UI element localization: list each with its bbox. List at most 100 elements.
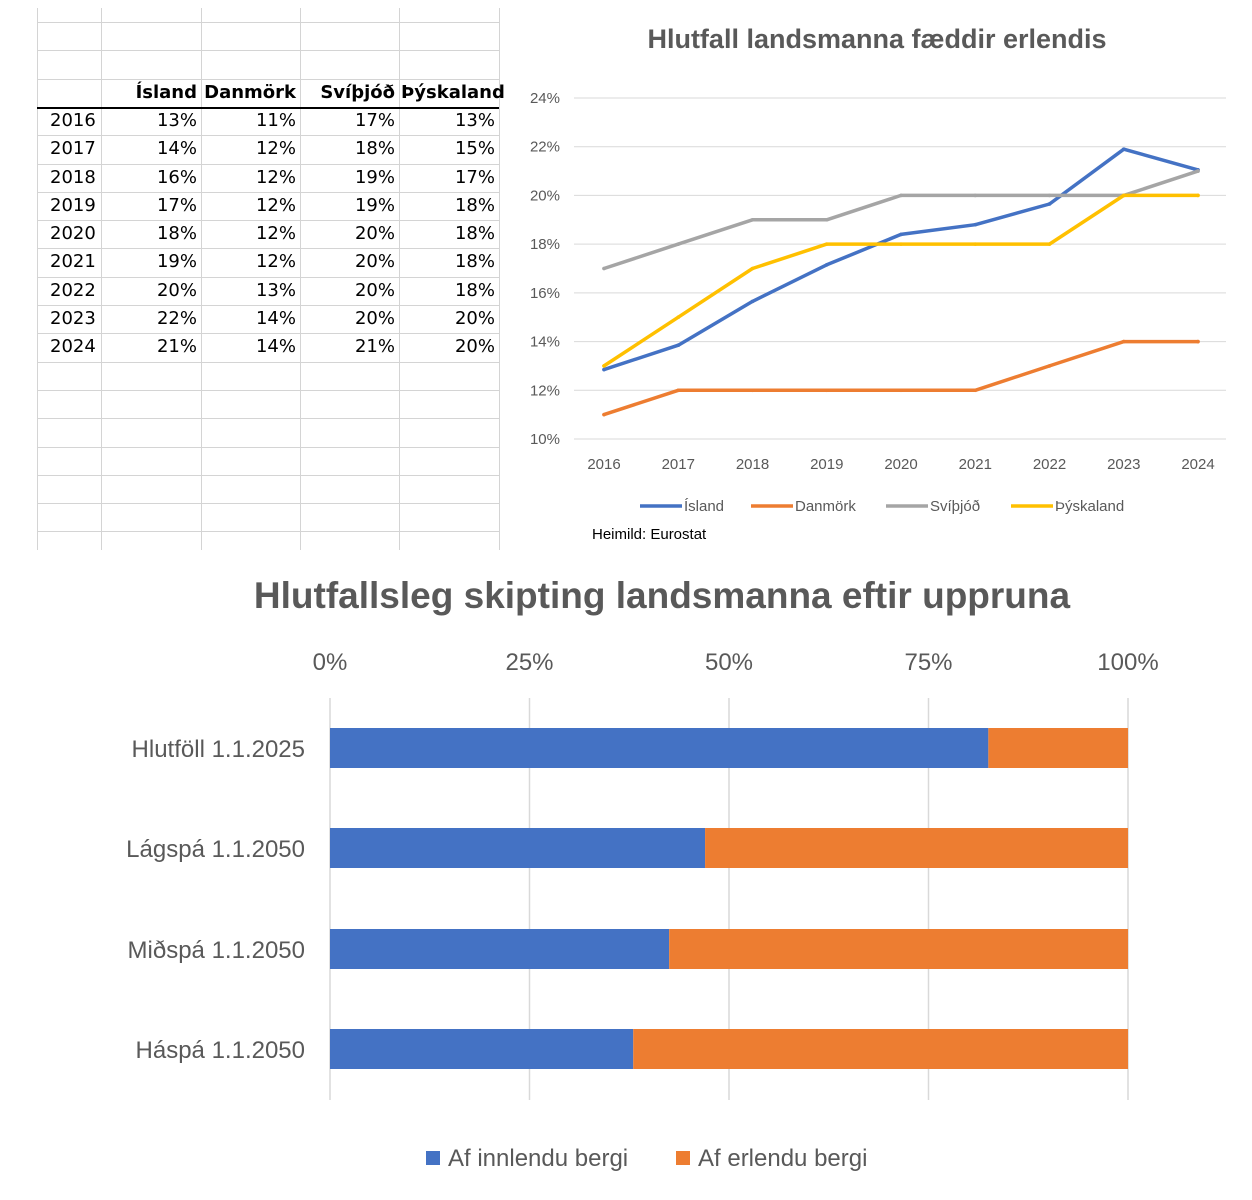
grid-line (37, 248, 499, 249)
table-cell: 20% (354, 251, 395, 272)
data-point (750, 388, 755, 393)
data-point (824, 242, 829, 246)
data-point (973, 193, 978, 198)
series-line-danmörk (602, 339, 1200, 417)
grid-line (37, 22, 499, 23)
grid-line (37, 362, 499, 363)
table-cell: 20% (156, 280, 197, 301)
x-tick-label: 2016 (587, 456, 620, 473)
data-point (1047, 364, 1052, 368)
line-chart: Hlutfall landsmanna fæddir erlendis 10% 12… (530, 24, 1226, 543)
data-point (750, 299, 755, 304)
table-cell: 12% (255, 223, 296, 244)
row-year: 2021 (50, 251, 96, 272)
table-cell: 17% (454, 167, 495, 188)
table-cell: 18% (156, 223, 197, 244)
category-label: Hlutföll 1.1.2025 (132, 736, 305, 763)
table-cell: 20% (454, 308, 495, 329)
legend-label: Danmörk (795, 498, 856, 515)
column-header: Danmörk (204, 82, 296, 103)
grid-line (37, 447, 499, 448)
data-point (1121, 339, 1126, 344)
x-tick-label: 50% (705, 649, 753, 676)
row-year: 2020 (50, 223, 96, 244)
series-line-þýskaland (602, 193, 1200, 368)
table-cell: 18% (454, 195, 495, 216)
series-line-svíþjóð (602, 169, 1200, 271)
data-point (1196, 193, 1200, 198)
table-cell: 20% (354, 308, 395, 329)
row-year: 2018 (50, 167, 96, 188)
data-point (750, 217, 755, 222)
data-point (676, 388, 681, 393)
bar-segment (330, 828, 706, 868)
column-header: Ísland (135, 82, 197, 103)
data-point (1196, 169, 1200, 173)
legend-label: Svíþjóð (930, 498, 980, 515)
bar-segment (330, 1029, 634, 1069)
data-point (602, 364, 606, 368)
y-tick-label: 18% (530, 236, 560, 253)
table-cell: 14% (255, 308, 296, 329)
grid-line (37, 503, 499, 504)
data-point (824, 217, 829, 222)
column-header: Þýskaland (401, 82, 505, 103)
data-point (899, 388, 903, 393)
data-point (1047, 193, 1052, 198)
table-cell: 11% (255, 110, 296, 131)
grid-line (37, 333, 499, 334)
grid-line (37, 164, 499, 165)
grid-line (37, 305, 499, 306)
data-point (676, 242, 681, 246)
x-tick-label: 25% (505, 649, 553, 676)
grid-line (499, 8, 500, 550)
table-cell: 13% (156, 110, 197, 131)
grid-line (37, 192, 499, 193)
data-point (1121, 193, 1126, 198)
legend-label: Þýskaland (1055, 498, 1124, 515)
grid-line (37, 107, 499, 109)
stacked-bar-chart: Hlutfallsleg skipting landsmanna eftir u… (126, 575, 1159, 1172)
grid-line (37, 50, 499, 51)
chart-title: Hlutfallsleg skipting landsmanna eftir u… (254, 575, 1071, 616)
y-tick-label: 14% (530, 334, 560, 351)
grid-line (37, 220, 499, 221)
grid-line (37, 8, 38, 550)
table-cell: 19% (156, 251, 197, 272)
table-cell: 13% (454, 110, 495, 131)
bar-segment (988, 728, 1128, 768)
grid-line (37, 531, 499, 532)
y-tick-label: 24% (530, 90, 560, 107)
row-year: 2023 (50, 308, 96, 329)
x-tick-label: 2018 (736, 456, 769, 473)
x-tick-label: 100% (1097, 649, 1158, 676)
legend-label: Ísland (684, 498, 724, 515)
data-point (973, 242, 978, 246)
x-tick-label: 0% (313, 649, 348, 676)
data-point (602, 266, 606, 271)
y-tick-label: 16% (530, 285, 560, 302)
data-point (973, 388, 978, 393)
grid-line (101, 8, 102, 550)
grid-line (300, 8, 301, 550)
bar-segment (705, 828, 1128, 868)
table-cell: 13% (255, 280, 296, 301)
category-label: Miðspá 1.1.2050 (128, 937, 305, 964)
series-line-ísland (602, 147, 1200, 372)
y-tick-label: 12% (530, 382, 560, 399)
bar-segment (669, 929, 1128, 969)
table-cell: 18% (454, 223, 495, 244)
column-header: Svíþjóð (320, 82, 395, 103)
table-cell: 16% (156, 167, 197, 188)
row-year: 2024 (50, 336, 96, 357)
table-cell: 18% (354, 138, 395, 159)
category-label: Lágspá 1.1.2050 (126, 836, 305, 863)
table-cell: 22% (156, 308, 197, 329)
table-cell: 20% (354, 280, 395, 301)
data-point (676, 315, 681, 320)
table-cell: 21% (156, 336, 197, 357)
data-point (750, 266, 755, 271)
data-point (824, 263, 829, 267)
data-point (899, 242, 903, 246)
row-year: 2016 (50, 110, 96, 131)
